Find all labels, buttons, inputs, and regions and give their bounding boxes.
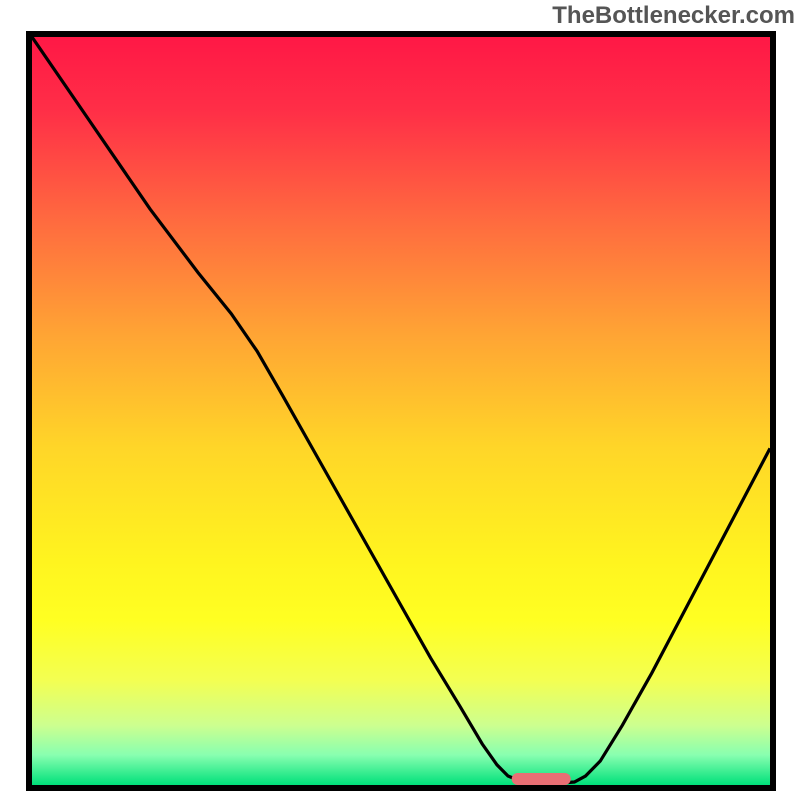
chart-container: TheBottlenecker.com	[0, 0, 800, 800]
plot-svg	[0, 0, 800, 800]
optimum-marker	[512, 773, 571, 785]
gradient-background	[32, 37, 770, 785]
